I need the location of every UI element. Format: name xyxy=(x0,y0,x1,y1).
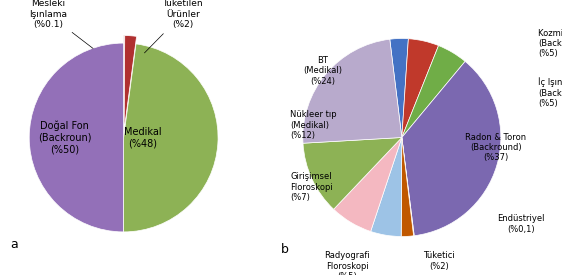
Text: Tüketici
(%2): Tüketici (%2) xyxy=(423,251,455,271)
Wedge shape xyxy=(334,138,402,232)
Text: a: a xyxy=(10,238,18,251)
Wedge shape xyxy=(390,39,409,138)
Wedge shape xyxy=(124,35,137,130)
Text: Medikal
(%48): Medikal (%48) xyxy=(124,127,161,148)
Wedge shape xyxy=(29,43,124,232)
Wedge shape xyxy=(402,138,414,236)
Text: Kozmik Işınlama
(Backround)
(%5): Kozmik Işınlama (Backround) (%5) xyxy=(538,29,562,58)
Wedge shape xyxy=(402,46,465,138)
Text: Doğal Fon
(Backroun)
(%50): Doğal Fon (Backroun) (%50) xyxy=(38,121,92,154)
Wedge shape xyxy=(402,61,501,236)
Text: Tüketilen
Ürünler
(%2): Tüketilen Ürünler (%2) xyxy=(144,0,203,53)
Text: Nükleer tıp
(Medikal)
(%12): Nükleer tıp (Medikal) (%12) xyxy=(291,110,337,140)
Wedge shape xyxy=(123,44,218,232)
Text: Radon & Toron
(Backround)
(%37): Radon & Toron (Backround) (%37) xyxy=(465,133,527,162)
Wedge shape xyxy=(303,39,402,143)
Text: Girişimsel
Floroskopi
(%7): Girişimsel Floroskopi (%7) xyxy=(291,172,333,202)
Text: BT
(Medikal)
(%24): BT (Medikal) (%24) xyxy=(303,56,342,86)
Wedge shape xyxy=(371,138,402,236)
Text: Yerkabuğu (Backround)
(%3): Yerkabuğu (Backround) (%3) xyxy=(323,0,422,1)
Wedge shape xyxy=(401,138,414,236)
Text: Mesleki
Işınlama
(%0.1): Mesleki Işınlama (%0.1) xyxy=(29,0,93,48)
Text: İç Işınlama
(Backround)
(%5): İç Işınlama (Backround) (%5) xyxy=(538,78,562,108)
Wedge shape xyxy=(303,138,402,209)
Text: b: b xyxy=(280,243,288,256)
Wedge shape xyxy=(402,39,438,138)
Text: Radyografi
Floroskopi
(%5): Radyografi Floroskopi (%5) xyxy=(324,251,370,275)
Text: Endüstriyel
(%0,1): Endüstriyel (%0,1) xyxy=(497,214,545,234)
